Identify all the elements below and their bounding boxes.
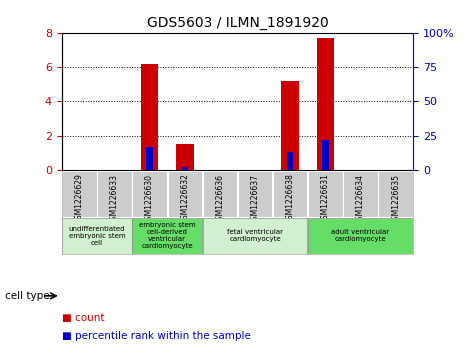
Bar	[181, 167, 188, 170]
Bar	[287, 152, 294, 170]
Bar	[203, 171, 237, 217]
Bar	[343, 171, 378, 217]
Text: GSM1226629: GSM1226629	[75, 174, 84, 224]
Bar	[316, 38, 334, 170]
Bar	[97, 171, 132, 217]
Text: GSM1226636: GSM1226636	[216, 174, 224, 225]
Bar	[176, 144, 194, 170]
Bar	[146, 147, 153, 170]
Text: undifferentiated
embryonic stem
cell: undifferentiated embryonic stem cell	[68, 226, 125, 246]
Bar	[62, 171, 96, 217]
Bar	[379, 171, 413, 217]
Text: embryonic stem
cell-derived
ventricular
cardiomyocyte: embryonic stem cell-derived ventricular …	[139, 222, 196, 249]
Text: GSM1226630: GSM1226630	[145, 174, 154, 225]
Bar	[203, 218, 307, 254]
Bar	[308, 171, 342, 217]
Text: GSM1226635: GSM1226635	[391, 174, 400, 225]
Text: fetal ventricular
cardiomyocyte: fetal ventricular cardiomyocyte	[227, 229, 283, 242]
Bar	[281, 81, 299, 170]
Text: GSM1226632: GSM1226632	[180, 174, 189, 224]
Bar	[168, 171, 202, 217]
Text: GSM1226638: GSM1226638	[286, 174, 294, 224]
Bar	[133, 171, 167, 217]
Text: GSM1226634: GSM1226634	[356, 174, 365, 225]
Bar	[273, 171, 307, 217]
Text: GSM1226631: GSM1226631	[321, 174, 330, 224]
Bar	[308, 218, 413, 254]
Text: ■ count: ■ count	[62, 313, 104, 323]
Text: GSM1226637: GSM1226637	[251, 174, 259, 225]
Bar	[322, 140, 329, 170]
Bar	[238, 171, 272, 217]
Text: ■ percentile rank within the sample: ■ percentile rank within the sample	[62, 331, 251, 342]
Bar	[141, 64, 158, 170]
Title: GDS5603 / ILMN_1891920: GDS5603 / ILMN_1891920	[147, 16, 328, 30]
Bar	[133, 218, 202, 254]
Text: adult ventricular
cardiomyocyte: adult ventricular cardiomyocyte	[332, 229, 389, 242]
Text: cell type: cell type	[5, 291, 49, 301]
Bar	[62, 218, 132, 254]
Text: GSM1226633: GSM1226633	[110, 174, 119, 225]
